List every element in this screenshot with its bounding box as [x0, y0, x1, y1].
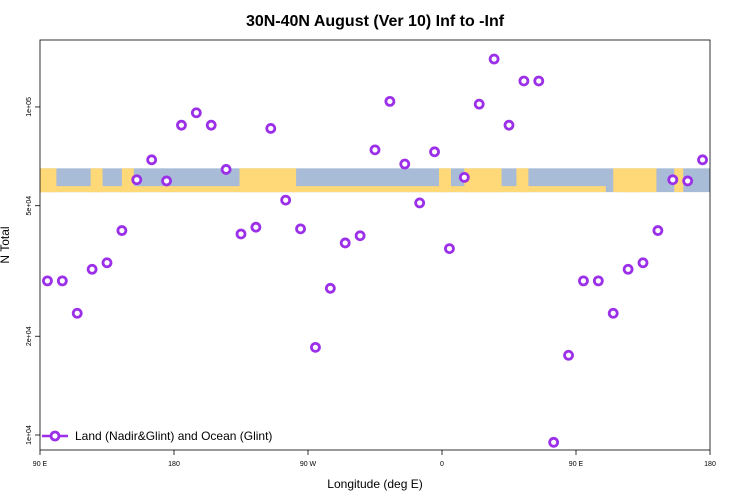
data-point	[458, 171, 470, 183]
data-point	[607, 307, 619, 319]
data-point	[667, 174, 679, 186]
data-point	[280, 194, 292, 206]
y-tick-label: 1e+04	[26, 425, 33, 445]
data-point	[354, 230, 366, 242]
data-point	[176, 119, 187, 131]
x-tick-label: 90 W	[300, 461, 317, 468]
data-point	[86, 263, 98, 275]
map-land-segment	[516, 168, 529, 193]
map-land-segment	[439, 168, 451, 193]
data-point	[56, 275, 68, 287]
data-point	[697, 154, 708, 166]
data-point	[414, 197, 426, 209]
data-point	[250, 221, 262, 233]
legend: Land (Nadir&Glint) and Ocean (Glint)	[42, 429, 272, 443]
map-land-segment	[674, 168, 684, 193]
data-point	[503, 119, 515, 131]
legend-label: Land (Nadir&Glint) and Ocean (Glint)	[75, 429, 272, 443]
map-land-strip	[40, 186, 606, 193]
data-point	[101, 257, 113, 269]
data-point	[369, 144, 381, 156]
data-point	[578, 275, 589, 287]
chart-title: 30N-40N August (Ver 10) Inf to -Inf	[246, 13, 505, 30]
x-tick-label: 90 E	[569, 461, 584, 468]
data-point	[295, 223, 306, 235]
y-tick-label: 1e+05	[26, 97, 33, 117]
data-point	[265, 123, 277, 134]
data-point	[444, 243, 455, 255]
data-point	[42, 275, 53, 287]
data-point	[563, 349, 574, 361]
world-map-band	[40, 168, 710, 193]
data-point	[682, 175, 694, 187]
data-point	[146, 154, 158, 166]
y-axis-label: N Total	[0, 226, 12, 263]
data-point	[652, 225, 664, 236]
data-point	[71, 307, 83, 319]
data-point	[548, 436, 560, 448]
data-points	[42, 53, 708, 448]
data-point	[592, 275, 604, 287]
data-point	[473, 98, 485, 110]
data-point	[205, 119, 217, 131]
data-point	[518, 75, 530, 87]
x-axis-label: Longitude (deg E)	[327, 477, 422, 491]
data-point	[339, 237, 351, 249]
y-tick-label: 5e+04	[26, 196, 33, 216]
data-point	[488, 53, 500, 65]
data-point	[190, 107, 202, 119]
map-land-segment	[90, 168, 103, 193]
data-point	[637, 257, 649, 269]
data-point	[235, 228, 247, 240]
data-point	[161, 175, 172, 187]
data-point	[429, 146, 440, 158]
legend-marker	[49, 430, 61, 442]
data-point	[116, 225, 128, 236]
data-point	[384, 95, 396, 107]
data-point	[622, 263, 634, 275]
y-tick-label: 2e+04	[26, 326, 33, 346]
x-tick-label: 180	[704, 461, 716, 468]
data-point	[324, 282, 336, 294]
x-tick-label: 90 E	[33, 461, 48, 468]
data-point	[220, 164, 232, 175]
data-point	[399, 158, 411, 170]
y-axis: 1e+04 2e+04 5e+04 1e+05	[26, 97, 40, 445]
data-point	[131, 174, 143, 186]
x-axis: 90 E 180 90 W 0 90 E 180	[33, 450, 716, 468]
data-point	[310, 341, 321, 353]
plot-frame	[39, 39, 711, 451]
map-land-strip	[623, 186, 642, 193]
map-land-segment	[121, 168, 134, 193]
data-point	[533, 75, 545, 87]
x-tick-label: 180	[168, 461, 180, 468]
x-tick-label: 0	[440, 461, 444, 468]
